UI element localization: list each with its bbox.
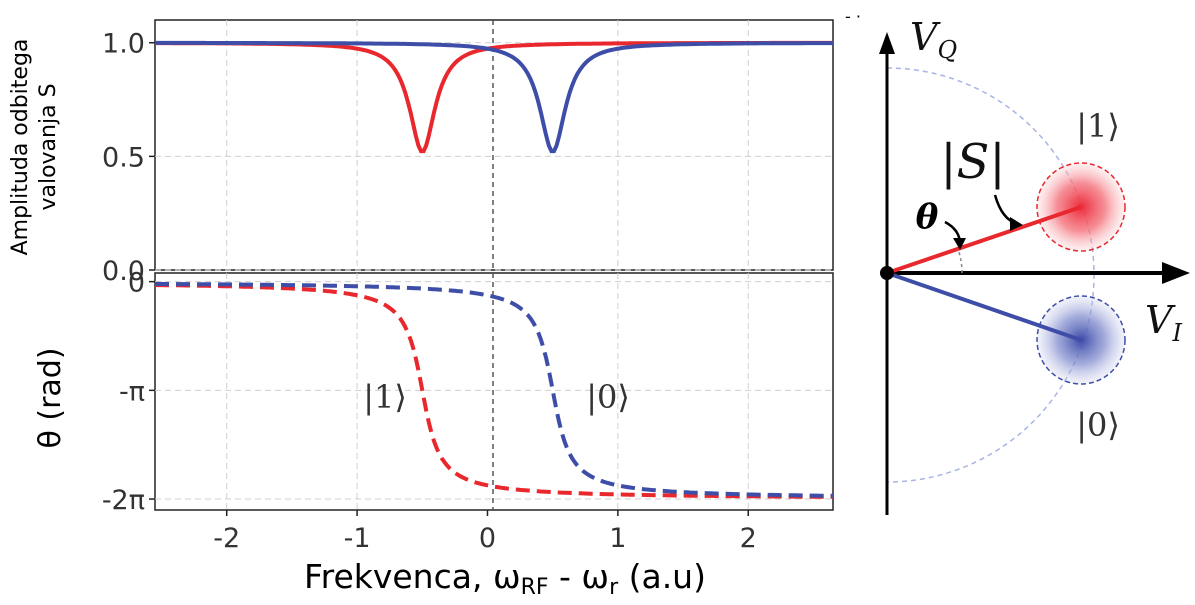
phase-y-ticks: 0 -π -2π [102, 268, 155, 516]
phase-ytick-label: 0 [128, 268, 145, 299]
phase-grid [155, 273, 833, 510]
phase-plot: 0 -π -2π -2 -1 0 1 2 |1⟩ |0⟩ θ (rad) Frekvenca… [33, 268, 834, 600]
phase-curves [154, 281, 833, 499]
xlabel-sub2: r [609, 575, 619, 600]
xlabel-mid: - ω [549, 557, 610, 596]
phase-x-ticks: -2 -1 0 1 2 [213, 510, 757, 554]
phase-xtick-label: 2 [740, 523, 757, 554]
phase-xtick-label: -1 [344, 523, 371, 554]
iq-vi-label: VI [1145, 298, 1182, 347]
s-pointer-head [1010, 217, 1023, 231]
phase-ylabel: θ (rad) [33, 347, 68, 448]
iq-axis-tick-top: - · [845, 7, 861, 26]
iq-vq-label: VQ [910, 15, 957, 64]
theta-label: θ [916, 197, 939, 237]
xlabel-tail: (a.u) [618, 557, 706, 596]
phase-series-label-0: |0⟩ [586, 378, 630, 416]
vq-sub: Q [937, 36, 957, 64]
state1-label: |1⟩ [1076, 107, 1120, 145]
xlabel-sub1: RF [521, 575, 549, 600]
xlabel-main: Frekvenca, ω [304, 557, 521, 596]
phase-series-1 [155, 281, 833, 498]
amplitude-series-1 [155, 40, 833, 154]
state1-vector [886, 205, 1082, 275]
phase-plot-frame [154, 272, 834, 511]
phase-series-0 [154, 283, 833, 499]
amplitude-ylabel-line1: Amplituda odbitega [8, 39, 33, 256]
amplitude-plot: 0.0 0.5 1.0 Amplituda odbitega valovanja S [8, 19, 834, 287]
state0-label: |0⟩ [1076, 406, 1120, 444]
vq-main: V [910, 15, 941, 59]
amplitude-ytick-label: 0.0 [102, 256, 145, 287]
phase-ytick-label: -2π [102, 485, 145, 516]
iq-vi-arrowhead [1162, 262, 1190, 284]
phase-ytick-label: -π [119, 376, 145, 407]
phase-xtick-label: 1 [609, 523, 626, 554]
theta-arc [957, 248, 963, 274]
amplitude-ytick-label: 0.5 [102, 142, 145, 173]
s-magnitude-label: |S| [940, 134, 1005, 190]
state0-vector [886, 271, 1082, 342]
iq-diagram: - · VQ VI |S| θ |1⟩ |0⟩ [845, 7, 1190, 515]
iq-vq-arrowhead [879, 32, 895, 54]
phase-series-label-1: |1⟩ [363, 378, 407, 416]
phase-xlabel: Frekvenca, ωRF - ωr (a.u) [304, 557, 706, 600]
vi-sub: I [1171, 319, 1182, 347]
s-pointer [993, 194, 1019, 226]
vi-main: V [1145, 298, 1176, 342]
amplitude-plot-frame [154, 19, 834, 271]
amplitude-ytick-label: 1.0 [102, 29, 145, 60]
iq-origin-dot [880, 266, 894, 280]
phase-xtick-label: 0 [479, 523, 496, 554]
theta-pointer-head [953, 238, 966, 250]
amplitude-curves [155, 40, 833, 154]
amplitude-ylabel-line2: valovanja S [36, 83, 61, 210]
amplitude-y-ticks: 0.0 0.5 1.0 [102, 29, 155, 287]
phase-xtick-label: -2 [213, 523, 240, 554]
